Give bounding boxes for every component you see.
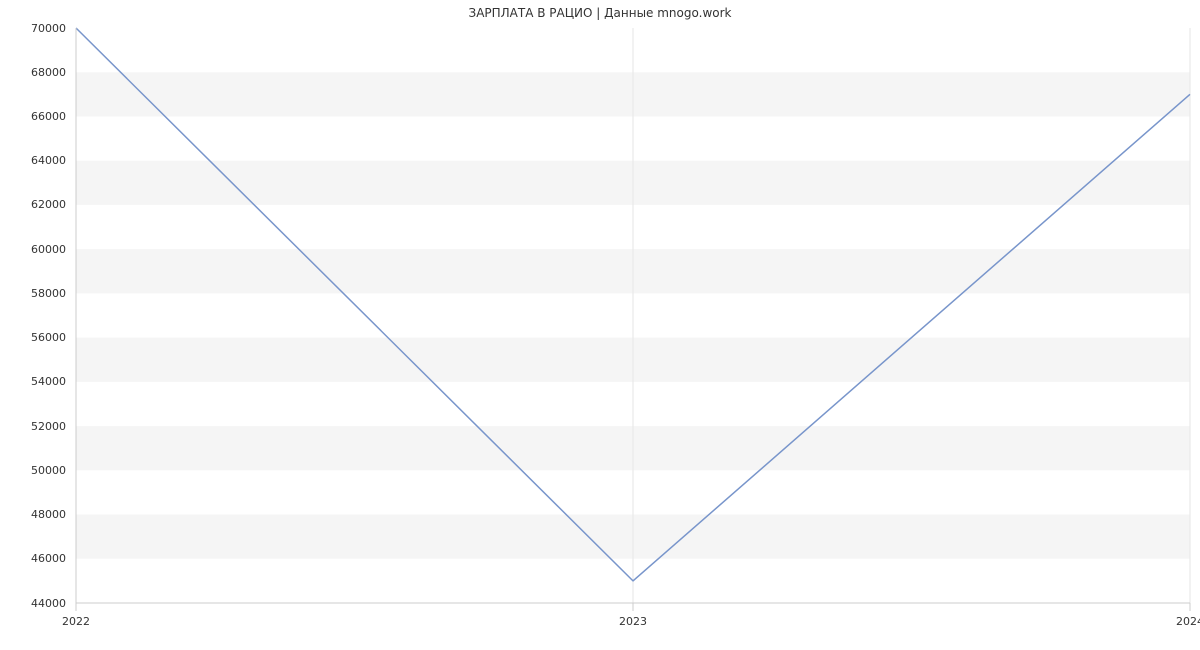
- x-tick-label: 2022: [62, 615, 90, 628]
- x-tick-label: 2023: [619, 615, 647, 628]
- y-tick-label: 70000: [0, 22, 66, 35]
- y-tick-label: 62000: [0, 198, 66, 211]
- plot-area: [76, 28, 1190, 603]
- salary-line-chart: ЗАРПЛАТА В РАЦИО | Данные mnogo.work 440…: [0, 0, 1200, 650]
- chart-title: ЗАРПЛАТА В РАЦИО | Данные mnogo.work: [0, 6, 1200, 20]
- y-tick-label: 56000: [0, 331, 66, 344]
- y-tick-label: 60000: [0, 243, 66, 256]
- y-tick-label: 64000: [0, 154, 66, 167]
- y-tick-label: 44000: [0, 597, 66, 610]
- y-tick-label: 66000: [0, 110, 66, 123]
- y-tick-label: 52000: [0, 420, 66, 433]
- y-tick-label: 50000: [0, 464, 66, 477]
- y-tick-label: 46000: [0, 552, 66, 565]
- y-tick-label: 58000: [0, 287, 66, 300]
- y-tick-label: 68000: [0, 66, 66, 79]
- plot-svg: [76, 28, 1190, 611]
- y-tick-label: 48000: [0, 508, 66, 521]
- x-tick-label: 2024: [1176, 615, 1200, 628]
- y-tick-label: 54000: [0, 375, 66, 388]
